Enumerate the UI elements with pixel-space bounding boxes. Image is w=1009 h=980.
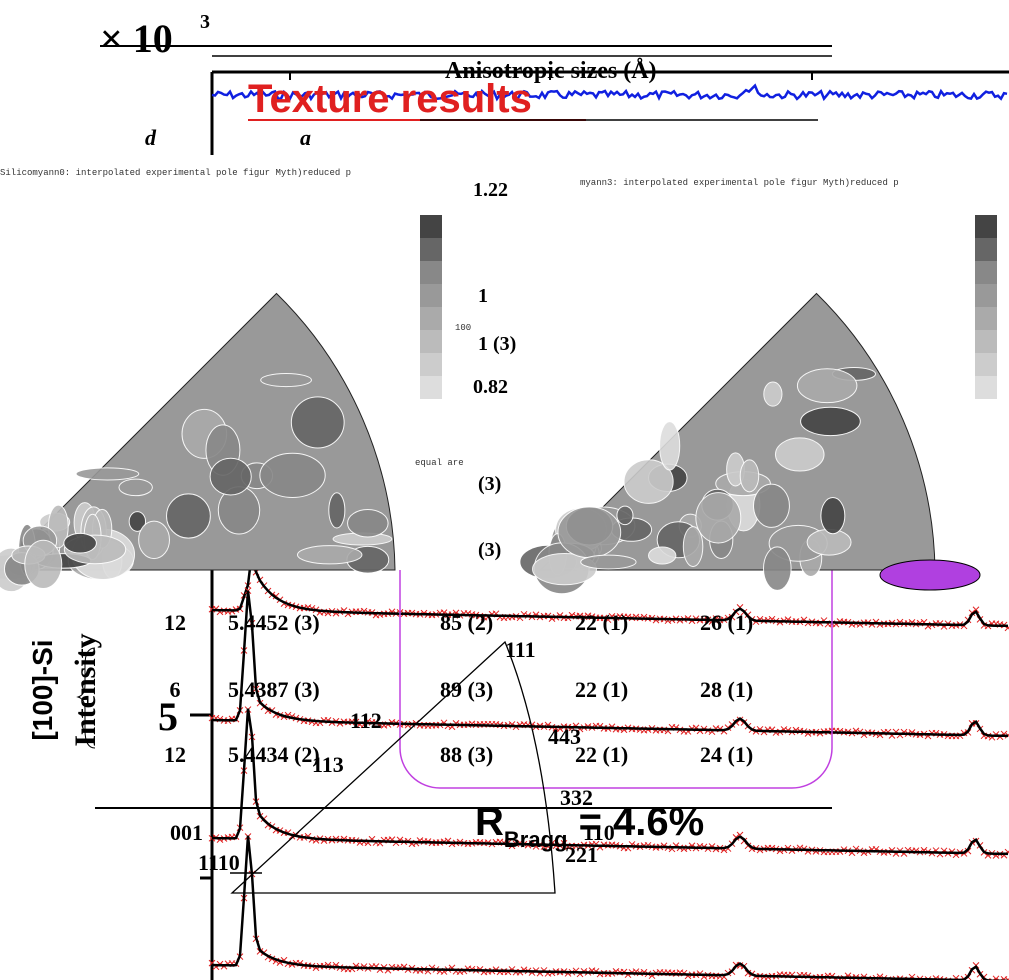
table-cell: 88 (3) [440, 742, 493, 767]
contour [260, 453, 325, 497]
table-cell: 22 (1) [575, 742, 628, 767]
contour [683, 527, 702, 567]
observed-points [209, 834, 1009, 980]
contour [210, 458, 251, 495]
scale-value: 0.82 [473, 376, 508, 398]
ipf-label: 113 [312, 752, 344, 777]
contour [801, 407, 861, 435]
overlay-title: Texture results [248, 77, 532, 121]
partial-cell: (3) [478, 473, 501, 495]
contour [25, 540, 62, 588]
contour [763, 547, 791, 590]
contour [696, 493, 741, 543]
contour [297, 546, 361, 564]
table-cell: 26 (1) [700, 610, 753, 635]
color-bar [420, 307, 442, 330]
contour [649, 547, 676, 564]
ipf-label: 110 [208, 850, 240, 875]
slide: × 10 3 Anisotropic sizes (Å) Texture res… [0, 0, 1009, 980]
color-bar [420, 284, 442, 307]
contour [329, 493, 345, 528]
color-bar [975, 215, 997, 238]
contour [740, 460, 759, 492]
contour [617, 506, 633, 525]
contour [558, 507, 621, 558]
col-d: d [145, 125, 157, 150]
contour [119, 479, 152, 496]
ipf-label: 112 [350, 708, 382, 733]
scale-value: 1.22 [473, 179, 508, 201]
table-cell: 85 (2) [440, 610, 493, 635]
color-bar [420, 238, 442, 261]
color-bar [420, 376, 442, 399]
contour [261, 374, 312, 387]
contour [76, 468, 139, 480]
partial-cell: (3) [478, 539, 501, 561]
table-cell: 22 (1) [575, 677, 628, 702]
color-bar [420, 330, 442, 353]
color-bar [975, 353, 997, 376]
pole-caption: myann3: interpolated experimental pole f… [580, 178, 899, 188]
color-bar [420, 215, 442, 238]
ipf-label: 443 [548, 724, 581, 749]
color-bar [975, 284, 997, 307]
color-bar [975, 307, 997, 330]
table-cell: 5.4434 (2) [228, 742, 320, 767]
pole-note: equal are [415, 458, 464, 468]
contour [775, 438, 824, 471]
ipf-label: 111 [505, 637, 536, 662]
contour [64, 533, 97, 553]
color-bar [420, 353, 442, 376]
table-cell: 24 (1) [700, 742, 753, 767]
r-value: = 4.6% [567, 800, 704, 844]
contour [348, 509, 389, 537]
legend-tick: 100 [455, 323, 471, 333]
r-subscript: Bragg [504, 827, 568, 852]
table-cell: 5.4387 (3) [228, 677, 320, 702]
contour [754, 484, 790, 527]
color-bar [975, 261, 997, 284]
table-cell: 12 [164, 742, 186, 767]
y-tick-label: 5 [158, 694, 178, 739]
contour [139, 521, 170, 559]
table-cell: 89 (3) [440, 677, 493, 702]
color-bar [975, 238, 997, 261]
table-cell: 28 (1) [700, 677, 753, 702]
scale-label: × 10 [100, 16, 173, 61]
scale-exponent: 3 [200, 11, 210, 33]
contour [291, 397, 344, 448]
color-bar [975, 376, 997, 399]
r-symbol: R [475, 800, 504, 844]
table-cell: 5.4452 (3) [228, 610, 320, 635]
calculated-line [212, 836, 1008, 980]
contour [821, 498, 845, 534]
contour [581, 555, 636, 569]
partial-cell: 1 (3) [478, 333, 516, 355]
icon [880, 560, 980, 590]
ipf-label: 221 [565, 842, 598, 867]
sample-label: [100]-Si [27, 639, 58, 740]
contour [167, 494, 211, 538]
contour [660, 422, 680, 470]
color-bar [975, 330, 997, 353]
col-a: a [300, 125, 311, 150]
color-bar [420, 261, 442, 284]
scale-value: 1 [478, 285, 488, 307]
contour [797, 369, 856, 403]
pole-caption: Silicomyann0: interpolated experimental … [0, 168, 351, 178]
table-cell: 12 [164, 610, 186, 635]
ipf-label: 001 [170, 820, 203, 845]
table-cell: 22 (1) [575, 610, 628, 635]
contour [764, 382, 782, 406]
